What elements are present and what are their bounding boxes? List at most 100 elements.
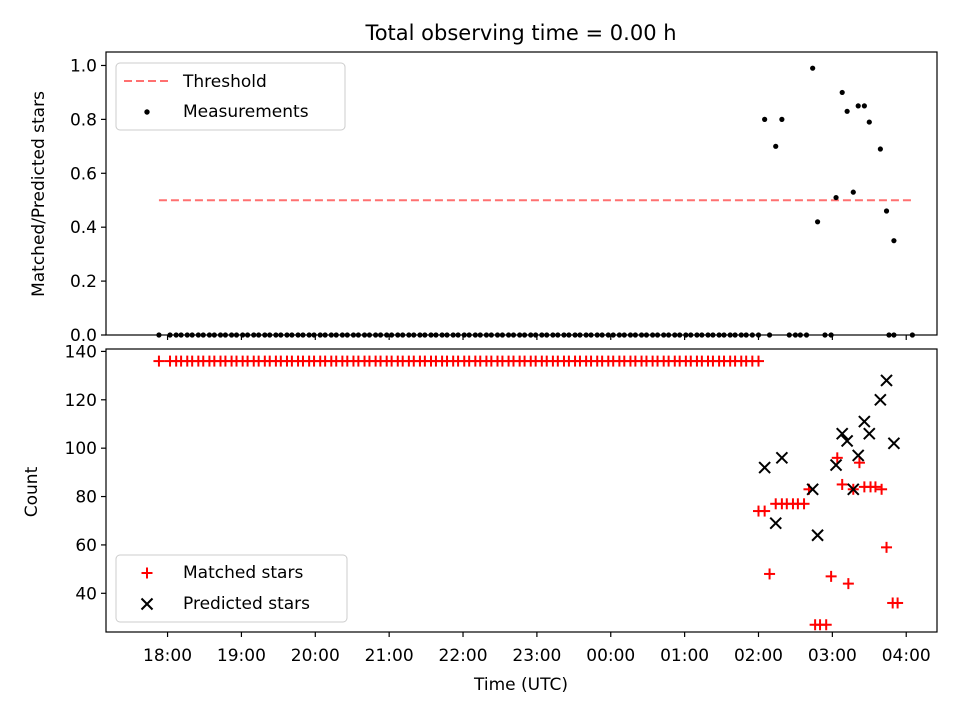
measurement-point: [450, 332, 456, 338]
top-y-tick-label: 0.4: [70, 218, 97, 238]
matched-star-point: [759, 505, 771, 517]
matched-star-point: [876, 483, 888, 495]
measurement-point: [627, 332, 634, 338]
measurement-point: [749, 332, 755, 338]
measurement-point: [599, 332, 605, 338]
predicted-star-point: [769, 516, 782, 530]
measurement-point: [891, 332, 897, 338]
measurement-point: [688, 332, 694, 338]
measurement-point: [550, 332, 556, 338]
x-tick-label: 21:00: [365, 646, 414, 666]
bottom-legend: Matched stars Predicted stars: [115, 554, 348, 623]
bottom-y-tick-label: 120: [65, 391, 97, 411]
matched-star-point: [881, 541, 893, 553]
measurement-point: [866, 119, 872, 125]
measurement-point: [786, 332, 792, 338]
measurement-point: [278, 332, 284, 338]
measurement-point: [594, 332, 600, 338]
top-y-tick-label: 0.6: [70, 164, 97, 184]
measurement-point: [339, 332, 345, 338]
measurement-point: [311, 332, 317, 338]
measurement-point: [643, 332, 650, 338]
measurement-point: [256, 332, 262, 338]
legend-matched-label: Matched stars: [183, 563, 303, 583]
matched-star-point: [798, 498, 810, 510]
measurement-point: [855, 103, 861, 109]
measurement-point: [610, 332, 616, 338]
measurement-point: [792, 332, 799, 338]
top-plot-marks: [156, 65, 915, 338]
legend-matched-swatch: [141, 567, 153, 579]
measurement-point: [494, 332, 501, 338]
bottom-plot-frame: [105, 348, 938, 633]
predicted-star-point-b: [840, 434, 854, 448]
matched-star-point: [831, 452, 843, 464]
measurement-point: [727, 332, 733, 338]
predicted-star-point-b: [769, 516, 782, 530]
measurement-point: [333, 332, 339, 338]
measurement-point: [650, 332, 656, 338]
measurement-point: [366, 332, 373, 338]
measurement-point: [499, 332, 506, 338]
measurement-point: [773, 143, 779, 149]
measurement-point: [850, 189, 856, 195]
measurement-point: [344, 332, 350, 338]
measurement-point: [828, 332, 834, 338]
measurement-point: [710, 332, 716, 338]
measurement-point: [195, 332, 201, 338]
predicted-star-point-b: [829, 458, 843, 472]
measurement-point: [178, 332, 184, 338]
measurement-point: [228, 332, 235, 338]
measurement-point: [738, 332, 744, 338]
matched-star-point: [752, 355, 764, 367]
legend-matched-marker: [141, 567, 153, 579]
predicted-star-point-b: [806, 483, 819, 496]
measurement-point: [716, 332, 722, 338]
predicted-star-point-b: [811, 529, 824, 542]
measurement-point: [521, 332, 528, 338]
measurement-point: [306, 332, 312, 338]
measurement-point: [488, 332, 494, 338]
measurement-point: [317, 332, 323, 338]
predicted-star-point: [835, 427, 849, 440]
predicted-star-point-b: [887, 437, 901, 450]
measurement-point: [461, 332, 467, 338]
x-tick-label: 01:00: [660, 646, 709, 666]
measurement-point: [755, 332, 762, 338]
measurement-point: [909, 332, 915, 338]
measurement-point: [822, 332, 828, 338]
predicted-star-point-b: [758, 461, 771, 474]
measurement-point: [439, 332, 445, 338]
measurement-point: [583, 332, 589, 338]
legend-measurements-swatch: [144, 109, 150, 115]
measurement-point: [797, 332, 803, 338]
measurement-point: [510, 332, 517, 338]
predicted-star-point: [847, 483, 860, 496]
measurement-point: [156, 332, 162, 338]
measurement-point: [616, 332, 622, 338]
measurement-point: [891, 238, 897, 244]
matched-star-point: [842, 578, 854, 590]
measurement-point: [428, 332, 434, 338]
measurement-point: [395, 332, 401, 338]
measurement-point: [883, 208, 890, 214]
measurement-point: [517, 332, 523, 338]
measurement-point: [273, 332, 279, 338]
top-y-tick-label: 0.8: [70, 110, 97, 130]
measurement-point: [699, 332, 705, 338]
measurement-point: [677, 332, 683, 338]
measurement-point: [877, 146, 883, 152]
measurement-point: [577, 332, 583, 338]
x-tick-label: 18:00: [143, 646, 192, 666]
measurement-point: [588, 332, 594, 338]
measurement-point: [355, 332, 361, 338]
x-tick-label: 00:00: [586, 646, 635, 666]
measurement-point: [638, 332, 645, 338]
measurement-point: [300, 332, 306, 338]
bottom-plot-marks: [153, 355, 904, 631]
measurement-point: [743, 332, 749, 338]
measurement-point: [666, 332, 672, 338]
x-tick-label: 23:00: [512, 646, 561, 666]
measurement-point: [886, 332, 892, 338]
